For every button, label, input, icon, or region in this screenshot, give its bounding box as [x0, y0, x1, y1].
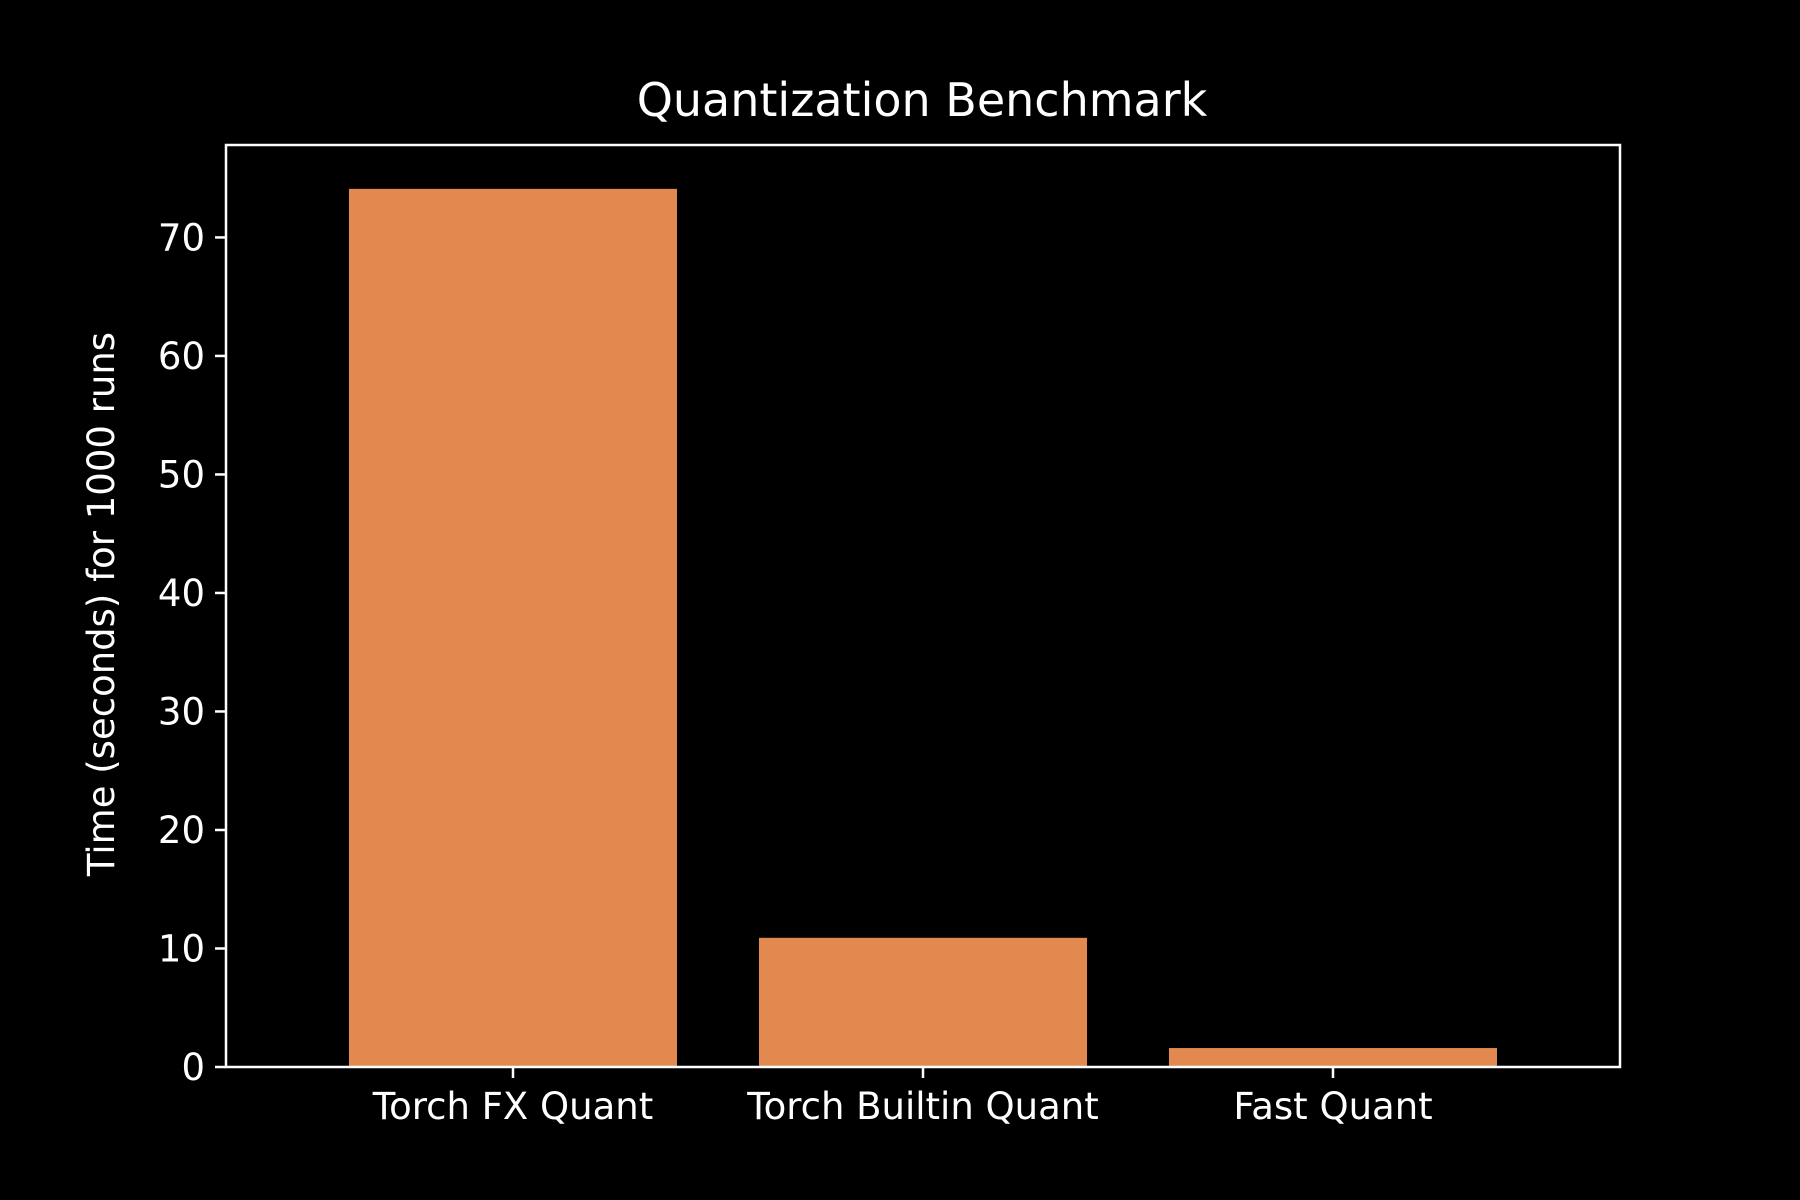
y-tick-label: 50 — [158, 453, 205, 496]
y-tick-label: 10 — [158, 927, 205, 970]
y-tick-label: 20 — [158, 809, 205, 852]
bar — [349, 188, 677, 1067]
y-tick-label: 60 — [158, 335, 205, 378]
plot-frame — [224, 143, 1622, 1069]
x-axis-ticks: Torch FX Quant Torch Builtin Quant Fast Qu… — [372, 1067, 1433, 1128]
bars-group — [349, 188, 1497, 1067]
bar — [1169, 1048, 1497, 1067]
y-tick-label: 30 — [158, 690, 205, 733]
chart-title: Quantization Benchmark — [637, 73, 1208, 127]
x-tick-label: Fast Quant — [1233, 1085, 1432, 1128]
bar — [759, 937, 1087, 1067]
x-tick-label: Torch Builtin Quant — [746, 1085, 1099, 1128]
y-axis-label: Time (seconds) for 1000 runs — [80, 332, 123, 877]
y-tick-label: 40 — [158, 572, 205, 615]
y-tick-label: 0 — [181, 1046, 205, 1089]
y-axis-ticks: 0 10 20 30 40 50 60 70 — [158, 216, 226, 1089]
y-tick-label: 70 — [158, 216, 205, 259]
x-tick-label: Torch FX Quant — [372, 1085, 654, 1128]
